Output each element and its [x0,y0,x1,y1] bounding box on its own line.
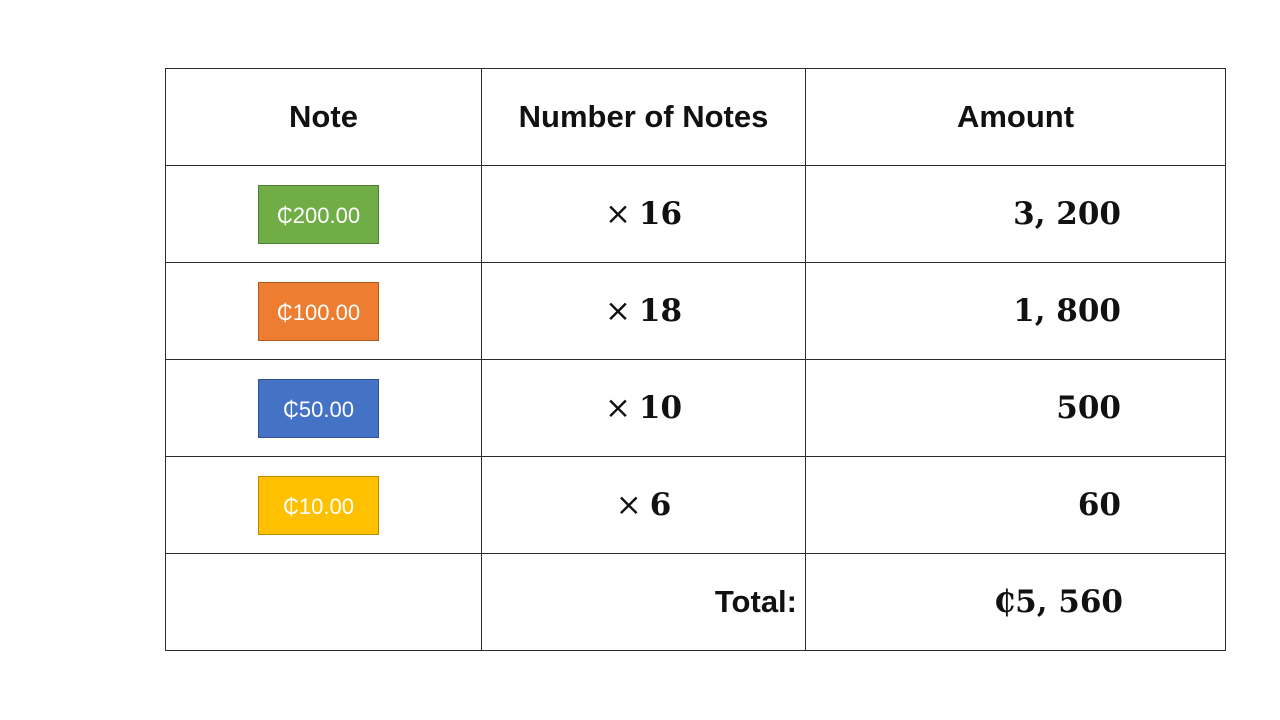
header-number-of-notes: Number of Notes [481,68,806,166]
amount-cell: 60 [805,456,1226,554]
count-value: 6 [649,487,672,523]
note-50-badge: ₵50.00 [258,378,379,438]
table-row: ₵100.00 × 18 1, 800 [165,262,1226,360]
count-cell: × 6 [481,456,806,554]
count-value: 18 [638,293,683,329]
note-100-badge: ₵100.00 [258,281,379,341]
multiply-sign: × [604,390,631,426]
note-cell: ₵10.00 [165,456,482,554]
table-row: ₵200.00 × 16 3, 200 [165,165,1226,263]
multiply-sign: × [604,196,631,232]
empty-cell [165,553,482,651]
count-value: 16 [638,196,683,232]
amount-cell: 3, 200 [805,165,1226,263]
header-amount: Amount [805,68,1226,166]
notes-table: Note Number of Notes Amount ₵200.00 × 16 … [165,68,1226,651]
total-row: Total: ₵5, 560 [165,553,1226,651]
amount-cell: 500 [805,359,1226,457]
total-value: ₵5, 560 [805,553,1226,651]
table-row: ₵10.00 × 6 60 [165,456,1226,554]
table-row: ₵50.00 × 10 500 [165,359,1226,457]
note-10-badge: ₵10.00 [258,475,379,535]
multiply-sign: × [615,487,642,523]
note-cell: ₵50.00 [165,359,482,457]
amount-cell: 1, 800 [805,262,1226,360]
count-cell: × 18 [481,262,806,360]
note-200-badge: ₵200.00 [258,184,379,244]
header-note: Note [165,68,482,166]
multiply-sign: × [604,293,631,329]
count-cell: × 16 [481,165,806,263]
note-cell: ₵200.00 [165,165,482,263]
note-cell: ₵100.00 [165,262,482,360]
count-value: 10 [638,390,683,426]
header-row: Note Number of Notes Amount [165,68,1226,166]
count-cell: × 10 [481,359,806,457]
total-label: Total: [481,553,806,651]
